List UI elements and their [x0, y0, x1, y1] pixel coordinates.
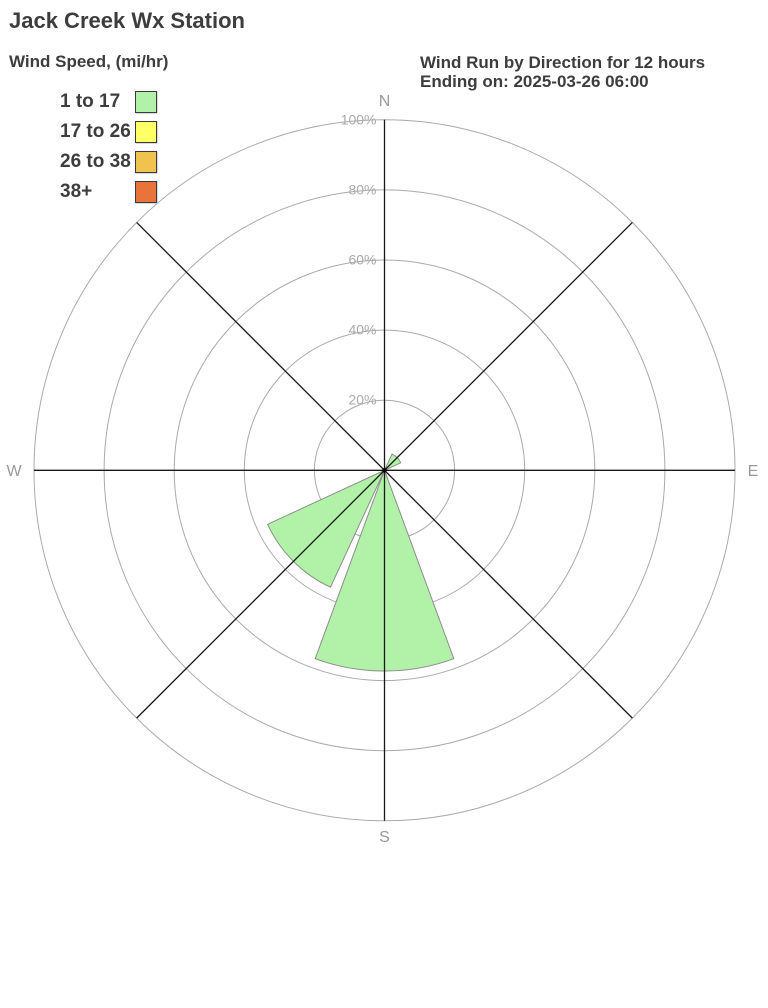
svg-text:40%: 40%: [348, 322, 376, 338]
svg-text:20%: 20%: [348, 392, 376, 408]
svg-text:E: E: [748, 463, 759, 480]
svg-text:80%: 80%: [348, 181, 376, 197]
svg-text:S: S: [379, 829, 390, 846]
svg-text:60%: 60%: [348, 252, 376, 268]
svg-text:100%: 100%: [341, 111, 377, 127]
svg-text:N: N: [379, 93, 391, 110]
svg-text:W: W: [6, 463, 22, 480]
